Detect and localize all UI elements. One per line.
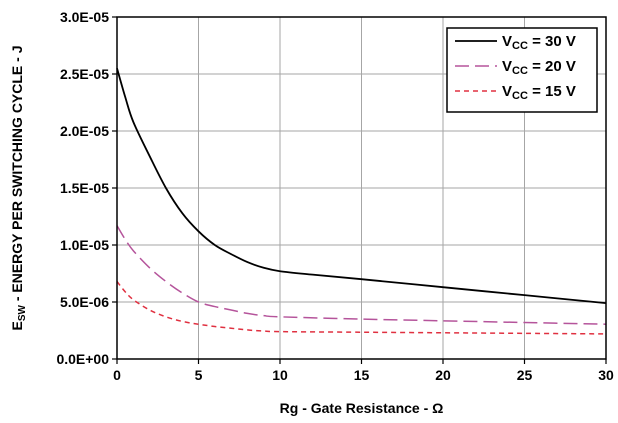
y-axis-title: ESW - ENERGY PER SWITCHING CYCLE - J xyxy=(9,46,28,331)
legend-box xyxy=(446,27,598,113)
x-tick-label: 10 xyxy=(272,367,288,383)
legend-label-vcc30: VCC = 30 V xyxy=(502,33,576,52)
series-line-vcc20 xyxy=(116,225,607,325)
y-tick-label: 2.0E-05 xyxy=(60,123,109,139)
y-tick-label: 1.5E-05 xyxy=(60,180,109,196)
x-tick-label: 15 xyxy=(354,367,370,383)
y-tick-label: 0.0E+00 xyxy=(56,351,109,367)
axis-ticks: 0 5 10 15 20 25 30 0.0E+00 5.0E-06 1.0E-05 1.5E-05… xyxy=(56,9,614,383)
legend-label-vcc20: VCC = 20 V xyxy=(502,58,576,77)
x-tick-label: 30 xyxy=(598,367,614,383)
x-tick-label: 5 xyxy=(195,367,203,383)
y-tick-label: 2.5E-05 xyxy=(60,66,109,82)
series-line-vcc30 xyxy=(116,68,607,305)
legend: VCC = 30 V VCC = 20 V VCC = 15 V xyxy=(446,27,598,113)
legend-label-vcc15: VCC = 15 V xyxy=(502,83,576,102)
series-lines xyxy=(116,68,607,335)
y-tick-label: 3.0E-05 xyxy=(60,9,109,25)
y-tick-label: 5.0E-06 xyxy=(60,294,109,310)
x-tick-label: 25 xyxy=(517,367,533,383)
x-tick-label: 0 xyxy=(113,367,121,383)
y-tick-label: 1.0E-05 xyxy=(60,237,109,253)
series-line-vcc15 xyxy=(116,281,607,335)
x-tick-label: 20 xyxy=(435,367,451,383)
x-axis-title: Rg - Gate Resistance - Ω xyxy=(280,400,444,416)
